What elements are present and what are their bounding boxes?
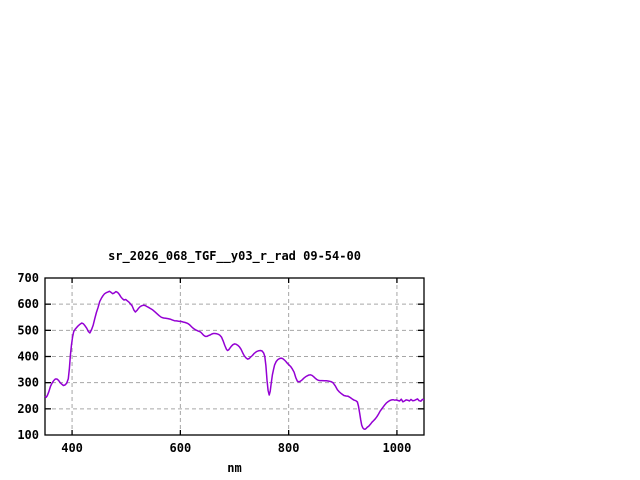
y-tick-label: 200 (17, 402, 39, 416)
x-tick-label: 800 (278, 441, 300, 455)
plot-border (44, 277, 425, 436)
spectrum-line (44, 290, 425, 430)
y-tick-label: 400 (17, 350, 39, 364)
y-tick-label: 600 (17, 297, 39, 311)
x-tick-label: 1000 (382, 441, 411, 455)
x-tick-label: 600 (170, 441, 192, 455)
x-tick-label: 400 (61, 441, 83, 455)
y-tick-label: 500 (17, 323, 39, 337)
y-tick-label: 300 (17, 376, 39, 390)
chart-title: sr_2026_068_TGF__y03_r_rad 09-54-00 (108, 249, 361, 263)
x-axis-label: nm (227, 461, 242, 475)
y-tick-label: 700 (17, 271, 39, 285)
y-tick-label: 100 (17, 428, 39, 442)
